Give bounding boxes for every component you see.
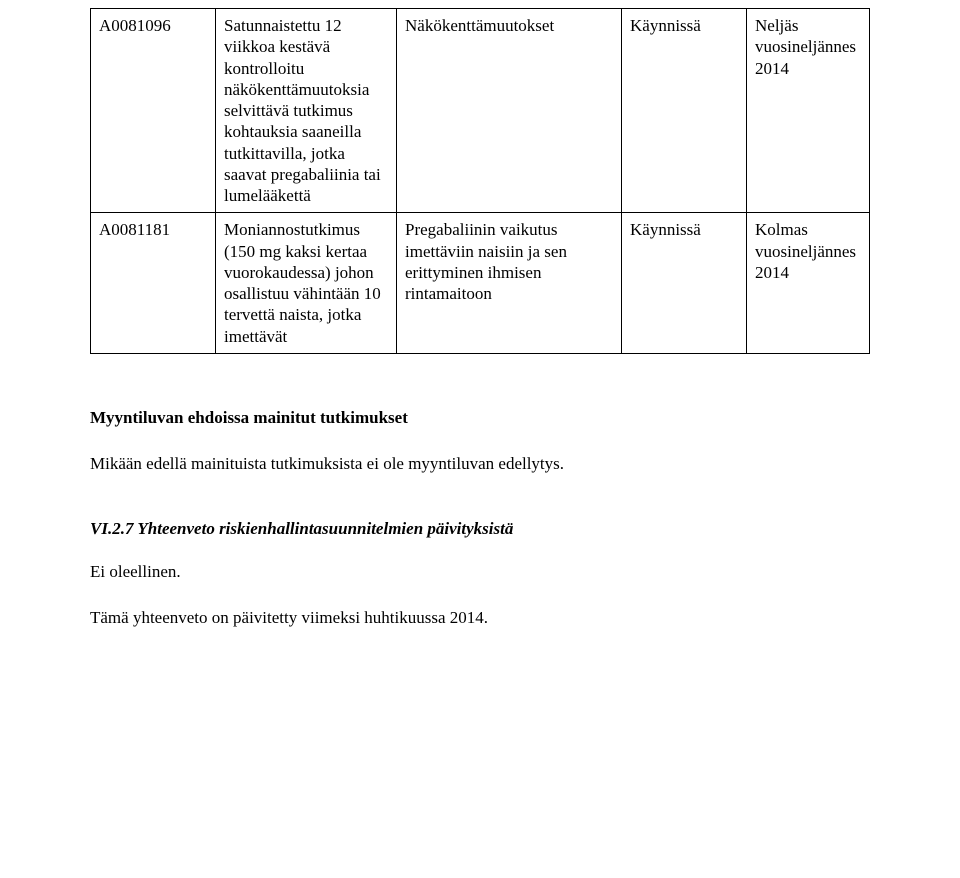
- cell-quarter: Neljäs vuosineljännes 2014: [755, 16, 856, 78]
- table-row: A0081096 Satunnaistettu 12 viikkoa kestä…: [91, 9, 870, 213]
- data-table: A0081096 Satunnaistettu 12 viikkoa kestä…: [90, 8, 870, 354]
- heading-vi27: VI.2.7 Yhteenveto riskienhallintasuunnit…: [90, 517, 870, 542]
- cell-id: A0081181: [99, 220, 170, 239]
- paragraph: Mikään edellä mainituista tutkimuksista …: [90, 452, 870, 477]
- paragraph: Ei oleellinen.: [90, 560, 870, 585]
- document-page: A0081096 Satunnaistettu 12 viikkoa kestä…: [0, 0, 960, 878]
- cell-description: Satunnaistettu 12 viikkoa kestävä kontro…: [224, 16, 381, 205]
- cell-status: Käynnissä: [630, 16, 701, 35]
- cell-topic: Näkökenttämuutokset: [405, 16, 554, 35]
- cell-description: Moniannostutkimu­s (150 mg kaksi kertaa …: [224, 220, 381, 345]
- cell-quarter: Kolmas vuosineljännes 2014: [755, 220, 856, 282]
- cell-status: Käynnissä: [630, 220, 701, 239]
- heading-studies: Myyntiluvan ehdoissa mainitut tutkimukse…: [90, 406, 870, 431]
- table-row: A0081181 Moniannostutkimu­s (150 mg kaks…: [91, 213, 870, 354]
- paragraph: Tämä yhteenveto on päivitetty viimeksi h…: [90, 606, 870, 631]
- cell-topic: Pregabaliinin vaikutus imettäviin naisii…: [405, 220, 567, 303]
- cell-id: A0081096: [99, 16, 171, 35]
- body-text: Myyntiluvan ehdoissa mainitut tutkimukse…: [90, 406, 870, 631]
